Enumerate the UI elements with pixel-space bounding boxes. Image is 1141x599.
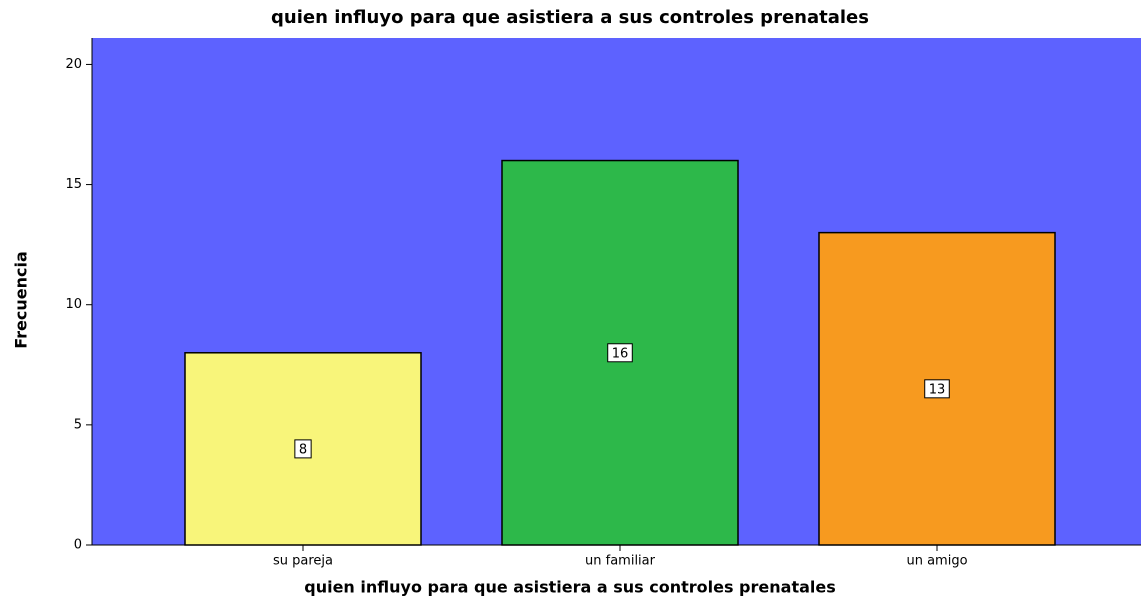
y-tick-label: 15 [65,177,82,192]
x-tick-label: un amigo [906,554,967,569]
value-label-box [607,343,633,363]
value-label-box [924,379,950,399]
x-tick-label: su pareja [273,554,333,569]
value-label: 8 [299,442,307,457]
y-axis-title: Frecuencia [12,251,31,349]
y-tick-label: 10 [65,297,82,312]
x-axis-title: quien influyo para que asistiera a sus c… [304,578,836,597]
x-tick-label: un familiar [585,554,656,569]
value-label: 16 [612,346,629,361]
y-tick-label: 20 [65,57,82,72]
value-label: 13 [929,382,946,397]
y-tick-label: 5 [74,417,82,432]
chart-title: quien influyo para que asistiera a sus c… [271,7,869,28]
y-tick-label: 0 [74,538,82,553]
value-label-box [294,439,312,459]
